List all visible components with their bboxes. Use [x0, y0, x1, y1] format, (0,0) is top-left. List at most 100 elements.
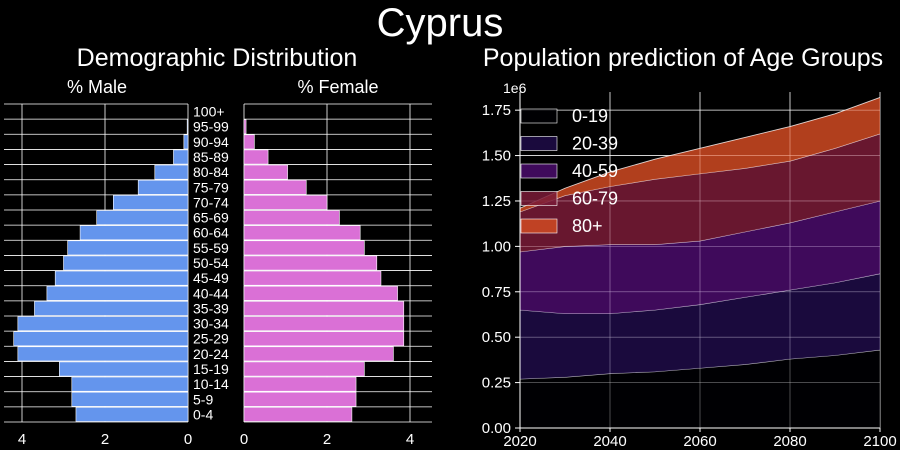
- male-bar-80-84: [154, 164, 189, 180]
- area-chart: Population prediction of Age Groups 1e6 …: [482, 44, 897, 450]
- female-tick-label: 4: [406, 431, 414, 448]
- x-tick-label: 2060: [683, 433, 716, 450]
- legend-swatch-20-39: [520, 136, 558, 151]
- female-bar-90-94: [243, 134, 255, 150]
- age-group-label: 30-34: [193, 316, 229, 332]
- female-bar-55-59: [243, 240, 365, 256]
- y-tick-label: 1.00: [482, 238, 511, 255]
- female-tick-label: 2: [323, 431, 331, 448]
- male-bar-60-64: [79, 225, 189, 241]
- male-axis-label: % Male: [67, 77, 127, 97]
- male-tick-label: 2: [101, 431, 109, 448]
- female-bar-0-4: [243, 407, 353, 422]
- age-group-label: 80-84: [193, 164, 229, 180]
- area-60-79: [520, 133, 880, 252]
- age-group-label: 60-64: [193, 225, 229, 241]
- area-axes: 0.00 0.25 0.50 0.75 1.00 1.25 1.50 1.75 2020 2040…: [482, 92, 897, 450]
- area-series: [519, 97, 881, 428]
- female-bar-25-29: [243, 331, 405, 347]
- male-bar-50-54: [63, 255, 189, 271]
- legend-label: 0-19: [572, 106, 608, 126]
- female-bar-45-49: [243, 270, 382, 286]
- female-bar-95-99: [243, 119, 247, 135]
- female-bars: [243, 119, 405, 422]
- age-group-label: 5-9: [193, 391, 213, 407]
- female-bar-40-44: [243, 285, 398, 301]
- male-bar-55-59: [67, 240, 189, 256]
- male-tick-label: 0: [184, 431, 192, 448]
- age-group-label: 25-29: [193, 331, 229, 347]
- age-group-label: 100+: [193, 104, 225, 120]
- age-group-label: 90-94: [193, 134, 229, 150]
- y-tick-label: 0.00: [482, 420, 511, 437]
- y-tick-label: 1.25: [482, 193, 511, 210]
- male-bar-25-29: [13, 331, 189, 347]
- age-group-label: 50-54: [193, 255, 229, 271]
- y-tick-label: 0.75: [482, 284, 511, 301]
- age-group-label: 95-99: [193, 119, 229, 135]
- male-bar-0-4: [75, 407, 189, 422]
- female-bar-5-9: [243, 391, 357, 407]
- area-title: Population prediction of Age Groups: [483, 44, 883, 72]
- y-tick-label: 0.25: [482, 375, 511, 392]
- age-group-label: 75-79: [193, 179, 229, 195]
- y-tick-label: 0.50: [482, 329, 511, 346]
- male-bar-85-89: [173, 149, 189, 165]
- male-bar-15-19: [59, 361, 189, 377]
- area-edge-80+: [519, 97, 881, 209]
- age-group-label: 55-59: [193, 240, 229, 256]
- male-tick-label: 4: [18, 431, 26, 448]
- male-bar-65-69: [96, 210, 189, 225]
- female-axis-label: % Female: [297, 77, 378, 97]
- age-group-labels: 0-45-910-1415-1920-2425-2930-3435-3940-4…: [193, 104, 229, 423]
- male-bar-20-24: [17, 346, 189, 362]
- female-bar-80-84: [243, 164, 288, 180]
- age-group-label: 70-74: [193, 194, 229, 210]
- legend-swatch-60-79: [520, 191, 558, 206]
- female-bar-20-24: [243, 346, 394, 362]
- age-group-label: 65-69: [193, 210, 229, 226]
- x-tick-label: 2080: [773, 433, 806, 450]
- male-bar-10-14: [71, 376, 189, 392]
- area-40-59: [520, 200, 880, 314]
- male-bar-95-99: [186, 119, 189, 135]
- male-bars: [13, 119, 189, 422]
- female-bar-85-89: [243, 149, 269, 165]
- legend-swatch-0-19: [520, 108, 558, 124]
- female-tick-label: 0: [240, 431, 248, 448]
- x-tick-label: 2100: [863, 433, 896, 450]
- pyramid-chart: Demographic Distribution % Male % Female…: [4, 44, 432, 448]
- legend-label: 40-59: [572, 161, 618, 181]
- legend-swatch-80+: [520, 218, 558, 234]
- female-bar-60-64: [243, 225, 361, 241]
- y-tick-label: 1.50: [482, 148, 511, 165]
- male-bar-75-79: [137, 179, 189, 195]
- female-bar-70-74: [243, 195, 328, 210]
- age-group-label: 40-44: [193, 285, 229, 301]
- age-group-label: 35-39: [193, 300, 229, 316]
- y-tick-label: 1.75: [482, 102, 511, 119]
- female-bar-75-79: [243, 179, 307, 195]
- y-multiplier-label: 1e6: [503, 80, 527, 96]
- x-tick-label: 2040: [593, 433, 626, 450]
- age-group-label: 20-24: [193, 346, 229, 362]
- male-bar-35-39: [34, 301, 189, 316]
- pyramid-x-ticks: 4 2 0 0 2 4: [18, 431, 414, 448]
- female-bar-30-34: [243, 316, 405, 331]
- legend-swatch-40-59: [520, 163, 558, 179]
- male-bar-45-49: [54, 270, 189, 286]
- pyramid-title: Demographic Distribution: [77, 44, 358, 72]
- age-group-label: 0-4: [193, 406, 213, 422]
- age-group-label: 10-14: [193, 376, 229, 392]
- female-bar-10-14: [243, 376, 357, 392]
- x-tick-label: 2020: [503, 433, 536, 450]
- age-group-label: 85-89: [193, 149, 229, 165]
- figure-title: Cyprus: [377, 1, 504, 45]
- legend: 0-19 20-39 40-59 60-79 80+: [520, 106, 618, 236]
- female-bar-15-19: [243, 361, 365, 377]
- area-0-19: [520, 349, 880, 428]
- female-bar-50-54: [243, 255, 378, 271]
- male-bar-30-34: [17, 316, 189, 331]
- male-bar-90-94: [183, 134, 189, 150]
